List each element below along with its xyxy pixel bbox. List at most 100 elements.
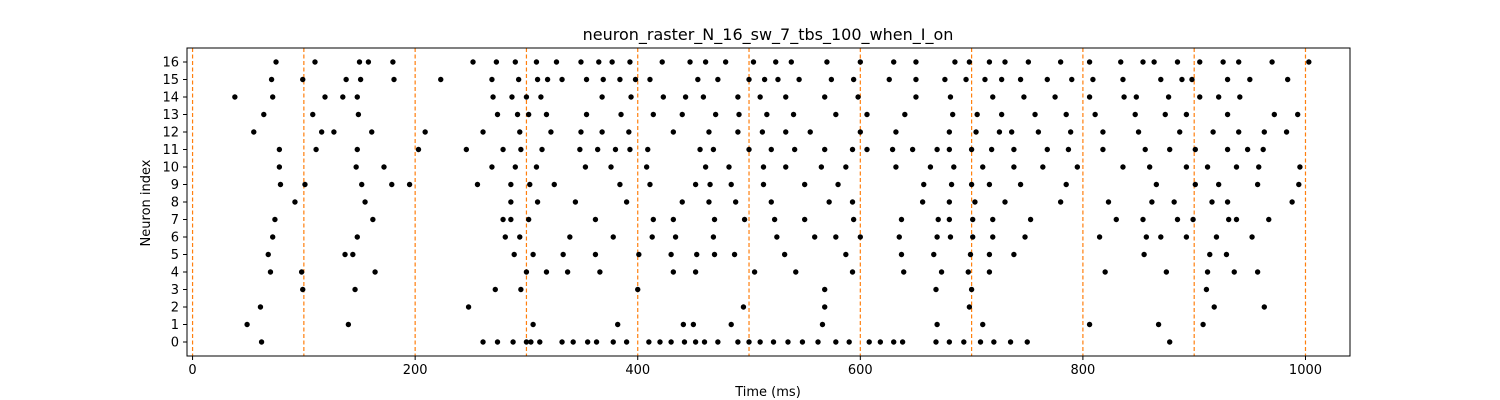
spike-dot <box>381 164 387 170</box>
spike-dot <box>389 181 395 188</box>
spike-dot <box>1158 234 1164 240</box>
spike-dot <box>354 234 360 240</box>
spike-dot <box>1247 76 1253 83</box>
spike-dot <box>1100 129 1106 135</box>
spike-dot <box>687 59 693 65</box>
spike-dot <box>564 269 571 275</box>
spike-dot <box>731 251 738 258</box>
spike-dot <box>1132 111 1138 118</box>
spike-dot <box>855 94 861 100</box>
spike-dot <box>833 339 839 345</box>
spike-dot <box>523 269 530 275</box>
spike-dot <box>1297 164 1303 170</box>
spike-dot <box>352 286 358 293</box>
spike-dot <box>1120 164 1126 170</box>
spike-dot <box>1158 76 1164 83</box>
spike-dot <box>514 111 521 118</box>
spike-dot <box>548 129 554 135</box>
spike-dot <box>1223 251 1230 258</box>
spike-dot <box>692 269 699 275</box>
spike-dot <box>849 146 856 153</box>
spike-dot <box>980 321 986 328</box>
spike-dot <box>1044 76 1050 83</box>
x-tick-label: 1000 <box>1289 363 1322 378</box>
spike-dot <box>300 286 306 293</box>
spike-dot <box>801 216 808 223</box>
spike-dot <box>1271 111 1278 118</box>
x-tick-label: 600 <box>848 363 873 378</box>
spike-dot <box>927 164 934 170</box>
spike-dot <box>517 234 523 240</box>
spike-dot <box>735 129 741 135</box>
spike-dot <box>1224 146 1231 153</box>
spike-dot <box>818 164 825 170</box>
spike-dot <box>551 181 557 188</box>
spike-dot <box>934 321 940 328</box>
spike-dot <box>711 216 718 223</box>
spike-dot <box>1236 129 1242 135</box>
spike-dot <box>668 251 674 258</box>
spike-dot <box>517 129 523 135</box>
spike-dot <box>599 129 605 135</box>
spike-dot <box>1121 94 1127 100</box>
spike-dot <box>244 321 250 328</box>
spike-dot <box>980 164 986 170</box>
spike-dot <box>608 164 614 170</box>
y-tick-label: 14 <box>162 91 179 106</box>
spike-dot <box>1163 269 1170 275</box>
spike-dot <box>647 76 653 83</box>
spike-dot <box>1035 129 1042 135</box>
spike-dot <box>657 339 663 345</box>
spike-dot <box>788 59 795 65</box>
spike-dot <box>770 339 777 345</box>
spike-dot <box>972 199 978 205</box>
spike-dot <box>480 339 486 345</box>
spike-dot <box>807 129 813 135</box>
spike-dot <box>354 146 360 153</box>
spike-dot <box>819 321 826 328</box>
spike-dot <box>1189 76 1195 83</box>
spike-dot <box>538 94 544 100</box>
spike-dot <box>1024 339 1030 345</box>
spike-dot <box>791 146 798 153</box>
spike-dot <box>660 94 667 100</box>
spike-dot <box>610 339 616 345</box>
spike-dot <box>1017 76 1024 83</box>
spike-dot <box>258 339 265 345</box>
spike-dot <box>1069 76 1075 83</box>
spike-dot <box>415 146 422 153</box>
spike-dot <box>728 321 734 328</box>
spike-dot <box>919 199 926 205</box>
plot-area: 0 200 400 600 800 100001234567891011121314151… <box>162 47 1351 378</box>
spike-dot <box>1171 199 1177 205</box>
spike-dot <box>1192 146 1199 153</box>
spike-dot <box>612 146 619 153</box>
spike-dot <box>276 146 283 153</box>
spike-dot <box>982 76 988 83</box>
spike-dot <box>947 94 954 100</box>
spike-dot <box>1215 94 1222 100</box>
spike-dot <box>902 111 908 118</box>
spike-dot <box>617 181 623 188</box>
spike-dot <box>988 146 995 153</box>
spike-dot <box>578 59 584 65</box>
spike-dot <box>833 111 839 118</box>
x-tick-label: 800 <box>1070 363 1095 378</box>
spike-dot <box>523 339 530 345</box>
spike-dot <box>796 76 802 83</box>
spike-dot <box>261 111 267 118</box>
y-tick-label: 12 <box>162 126 179 141</box>
spike-dot <box>1022 234 1028 240</box>
spike-dot <box>269 234 276 240</box>
spike-dot <box>570 339 576 345</box>
spike-dot <box>857 59 864 65</box>
spike-dot <box>764 111 770 118</box>
spike-dot <box>635 286 641 293</box>
spike-dot <box>783 94 789 100</box>
spike-dot <box>938 269 945 275</box>
x-tick-label: 400 <box>625 363 650 378</box>
spike-dot <box>822 286 828 293</box>
spike-dot <box>494 111 501 118</box>
spike-dot <box>681 339 688 345</box>
